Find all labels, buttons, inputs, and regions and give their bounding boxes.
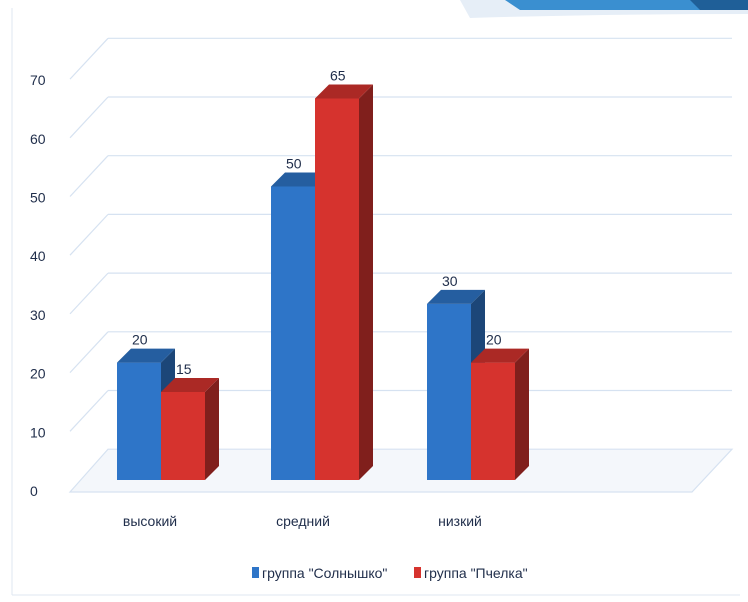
y-tick-label: 30 (30, 307, 46, 323)
bar (161, 377, 219, 480)
y-axis: 0 10 20 30 40 50 60 70 (30, 72, 46, 499)
gridline-side (69, 37, 109, 80)
bar (315, 84, 373, 480)
bar-top (117, 348, 175, 363)
bar-top (427, 289, 485, 304)
data-labels: 20 15 50 65 30 20 (132, 67, 502, 377)
gridline-side (69, 331, 109, 374)
bar-front (427, 303, 471, 480)
legend-label: группа "Пчелка" (424, 565, 528, 581)
bar-front (161, 391, 205, 480)
gridline-side (69, 213, 109, 256)
bar-front (271, 186, 315, 480)
data-label: 20 (486, 332, 502, 348)
bar-front (471, 362, 515, 480)
x-tick-label: низкий (438, 513, 482, 529)
y-tick-label: 0 (30, 483, 38, 499)
bar-top (161, 377, 219, 392)
gridline-side (69, 390, 109, 432)
y-tick-label: 40 (30, 248, 46, 264)
bar-side (205, 377, 219, 480)
bar-side (515, 348, 529, 480)
y-tick-label: 60 (30, 131, 46, 147)
bar-side (359, 84, 373, 480)
bar-front (117, 362, 161, 480)
legend-swatch (414, 567, 421, 578)
x-tick-label: высокий (123, 513, 177, 529)
y-tick-label: 50 (30, 190, 46, 206)
bar-top (271, 172, 329, 187)
data-label: 50 (286, 156, 302, 172)
bar-top (315, 84, 373, 99)
data-label: 15 (176, 361, 192, 377)
data-label: 30 (442, 273, 458, 289)
data-label: 65 (330, 67, 346, 83)
x-tick-label: средний (276, 513, 330, 529)
slide-decoration (11, 0, 748, 596)
y-tick-label: 10 (30, 424, 46, 440)
gridline-side (69, 272, 109, 315)
grid-lines (68, 37, 734, 493)
decor-swoosh-blue (505, 0, 748, 10)
floor-plane (68, 448, 734, 493)
legend-item: группа "Пчелка" (414, 565, 528, 581)
bar-front (315, 98, 359, 480)
bar (471, 348, 529, 480)
y-tick-label: 70 (30, 72, 46, 88)
data-label: 20 (132, 332, 148, 348)
bars (117, 84, 529, 480)
decor-swoosh-dark (690, 0, 748, 10)
x-axis: высокий средний низкий (123, 513, 482, 529)
gridline-side (69, 155, 109, 197)
bar-top (471, 348, 529, 363)
legend-item: группа "Солнышко" (252, 565, 387, 581)
gridline-side (69, 96, 109, 139)
legend: группа "Солнышко" группа "Пчелка" (252, 565, 528, 581)
legend-label: группа "Солнышко" (262, 565, 387, 581)
legend-swatch (252, 567, 259, 578)
y-tick-label: 20 (30, 366, 46, 382)
